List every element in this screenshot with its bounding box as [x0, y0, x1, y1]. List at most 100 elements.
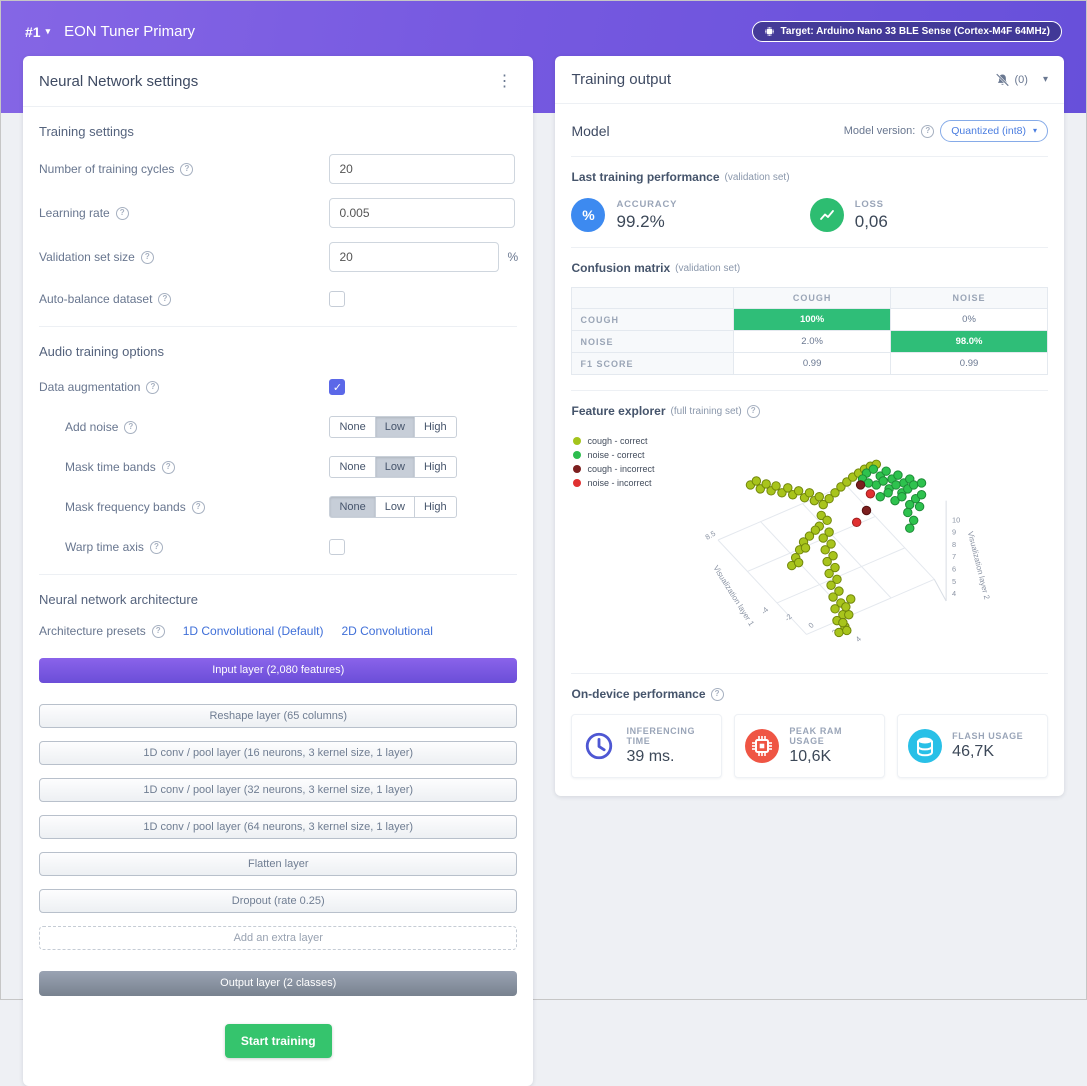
scatter-point-noise-correct[interactable]: [917, 478, 927, 488]
scatter-point-noise-correct[interactable]: [909, 515, 919, 526]
scatter-point-noise-correct[interactable]: [905, 523, 915, 533]
scatter-point-noise-incorrect[interactable]: [866, 489, 876, 499]
scatter-point-cough-correct[interactable]: [846, 594, 856, 604]
scatter-point-noise-correct[interactable]: [869, 464, 879, 474]
layer-flatten[interactable]: Flatten layer: [39, 852, 518, 876]
scatter-point-cough-correct[interactable]: [832, 574, 843, 585]
scatter-point-cough-correct[interactable]: [822, 515, 833, 526]
scatter-point-cough-correct[interactable]: [824, 568, 835, 579]
scatter-point-cough-correct[interactable]: [771, 481, 782, 491]
kebab-menu-button[interactable]: ⋮: [491, 71, 517, 91]
scatter-point-cough-correct[interactable]: [794, 486, 804, 496]
scatter-point-cough-correct[interactable]: [761, 479, 772, 489]
help-icon[interactable]: ?: [149, 540, 163, 554]
scatter-point-noise-correct[interactable]: [881, 466, 892, 476]
mask-frequency-low-button[interactable]: Low: [374, 496, 415, 518]
scatter-point-cough-correct[interactable]: [844, 610, 854, 620]
help-icon[interactable]: ?: [746, 404, 760, 418]
help-icon[interactable]: ?: [161, 460, 175, 474]
layer-conv-16[interactable]: 1D conv / pool layer (16 neurons, 3 kern…: [39, 741, 518, 765]
scatter-point-cough-correct[interactable]: [826, 539, 837, 549]
scatter-point-cough-correct[interactable]: [824, 527, 835, 537]
add-noise-high-button[interactable]: High: [413, 416, 457, 438]
help-icon[interactable]: ?: [180, 162, 194, 176]
mask-frequency-high-button[interactable]: High: [413, 496, 457, 518]
scatter-point-cough-correct[interactable]: [830, 604, 841, 614]
learning-rate-input[interactable]: [329, 198, 516, 228]
preset-1d-convolutional-link[interactable]: 1D Convolutional (Default): [182, 624, 324, 638]
training-cycles-input[interactable]: [329, 154, 516, 184]
bell-slash-icon[interactable]: [995, 72, 1010, 87]
scatter-point-cough-correct[interactable]: [830, 488, 841, 498]
scatter-point-cough-correct[interactable]: [822, 556, 833, 567]
layer-input[interactable]: Input layer (2,080 features): [39, 658, 518, 683]
help-icon[interactable]: ?: [140, 250, 154, 264]
scatter-point-noise-correct[interactable]: [876, 492, 886, 502]
help-icon[interactable]: ?: [921, 124, 935, 138]
mask-frequency-none-button[interactable]: None: [329, 496, 376, 518]
scatter-point-noise-correct[interactable]: [893, 470, 904, 480]
scatter-point-cough-correct[interactable]: [828, 551, 839, 561]
scatter-point-cough-correct[interactable]: [834, 586, 845, 596]
chevron-down-icon[interactable]: ▾: [1042, 73, 1048, 85]
scatter-point-noise-correct[interactable]: [897, 492, 908, 502]
scatter-point-noise-incorrect[interactable]: [852, 517, 862, 528]
auto-balance-checkbox[interactable]: [329, 291, 346, 307]
project-selector[interactable]: #1 ▾: [25, 24, 50, 40]
help-icon[interactable]: ?: [124, 420, 138, 434]
layer-reshape[interactable]: Reshape layer (65 columns): [39, 704, 518, 728]
scatter-point-cough-correct[interactable]: [838, 617, 849, 628]
scatter-point-cough-correct[interactable]: [801, 543, 811, 553]
scatter-point-noise-correct[interactable]: [883, 488, 894, 498]
scatter-point-noise-correct[interactable]: [915, 501, 925, 512]
scatter-point-cough-correct[interactable]: [824, 493, 835, 504]
help-icon[interactable]: ?: [191, 500, 205, 514]
scatter-point-noise-correct[interactable]: [903, 507, 913, 518]
feature-explorer-plot[interactable]: cough - correct noise - correct cough - …: [571, 422, 1048, 658]
scatter-point-noise-correct[interactable]: [890, 495, 901, 506]
scatter-point-cough-correct[interactable]: [842, 625, 853, 636]
add-noise-none-button[interactable]: None: [329, 416, 376, 438]
start-training-button[interactable]: Start training: [224, 1024, 332, 1058]
scatter-point-cough-correct[interactable]: [752, 476, 762, 486]
scatter-point-noise-correct[interactable]: [864, 478, 874, 488]
scatter-point-cough-correct[interactable]: [805, 531, 815, 541]
layer-conv-32[interactable]: 1D conv / pool layer (32 neurons, 3 kern…: [39, 778, 518, 802]
scatter-point-cough-correct[interactable]: [841, 602, 852, 612]
scatter-point-cough-correct[interactable]: [783, 483, 794, 493]
layer-dropout[interactable]: Dropout (rate 0.25): [39, 889, 518, 913]
scatter-point-noise-correct[interactable]: [917, 490, 927, 500]
scatter-point-cough-correct[interactable]: [794, 557, 804, 568]
help-icon[interactable]: ?: [146, 380, 160, 394]
mask-time-low-button[interactable]: Low: [374, 456, 415, 478]
target-badge[interactable]: Target: Arduino Nano 33 BLE Sense (Corte…: [751, 21, 1062, 42]
help-icon[interactable]: ?: [710, 687, 724, 701]
help-icon[interactable]: ?: [158, 292, 172, 306]
validation-size-input[interactable]: [329, 242, 500, 272]
scatter-point-cough-correct[interactable]: [834, 627, 845, 638]
data-augmentation-checkbox[interactable]: ✓: [329, 379, 346, 395]
mask-time-high-button[interactable]: High: [413, 456, 457, 478]
scatter-point-cough-correct[interactable]: [820, 545, 831, 555]
scatter-point-cough-correct[interactable]: [826, 580, 837, 590]
scatter-point-cough-incorrect[interactable]: [856, 480, 866, 490]
scatter-point-cough-incorrect[interactable]: [862, 505, 872, 516]
warp-time-checkbox[interactable]: [329, 539, 346, 555]
scatter-point-cough-correct[interactable]: [805, 488, 815, 498]
help-icon[interactable]: ?: [115, 206, 129, 220]
layer-output[interactable]: Output layer (2 classes): [39, 971, 518, 996]
layer-conv-64[interactable]: 1D conv / pool layer (64 neurons, 3 kern…: [39, 815, 518, 839]
scatter-point-noise-correct[interactable]: [891, 480, 902, 490]
scatter-point-cough-correct[interactable]: [830, 562, 841, 573]
scatter-point-cough-correct[interactable]: [811, 525, 821, 535]
scatter-point-noise-correct[interactable]: [878, 476, 889, 486]
preset-2d-convolutional-link[interactable]: 2D Convolutional: [341, 624, 433, 638]
model-version-select[interactable]: Quantized (int8) ▾: [940, 120, 1048, 142]
scatter-point-noise-correct[interactable]: [909, 480, 919, 490]
mask-time-none-button[interactable]: None: [329, 456, 376, 478]
scatter-point-cough-correct[interactable]: [818, 533, 829, 543]
scatter-point-cough-correct[interactable]: [815, 492, 825, 502]
scatter-point-cough-correct[interactable]: [828, 592, 839, 602]
scatter-point-cough-correct[interactable]: [818, 499, 829, 510]
add-layer-button[interactable]: Add an extra layer: [39, 926, 518, 950]
